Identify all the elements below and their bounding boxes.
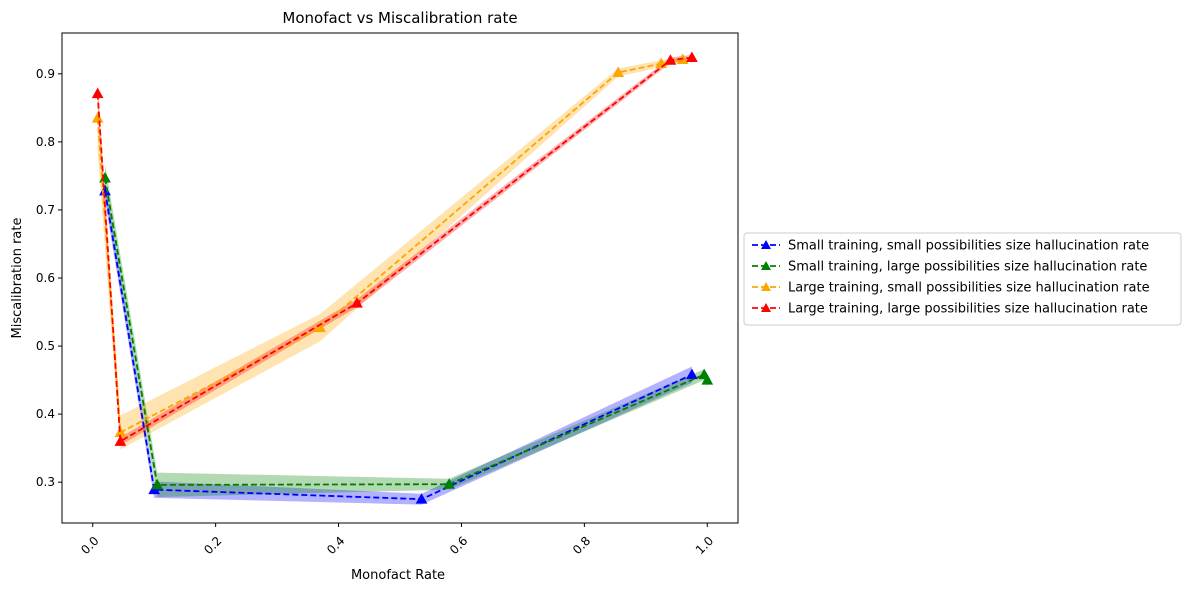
x-tick-label: 0.0 xyxy=(78,534,101,557)
series-3-point xyxy=(686,51,698,62)
legend: Small training, small possibilities size… xyxy=(743,232,1182,326)
series-0-line xyxy=(104,190,693,501)
legend-label: Large training, small possibilities size… xyxy=(788,281,1150,296)
series-1-point xyxy=(701,374,714,385)
series-1-band xyxy=(105,164,708,498)
series-3-point xyxy=(91,87,104,99)
x-tick-label: 0.8 xyxy=(570,534,593,557)
plot-area xyxy=(91,51,714,505)
series-3-point xyxy=(664,54,677,65)
series-3-point xyxy=(351,297,363,308)
legend-label: Small training, small possibilities size… xyxy=(788,239,1149,254)
series-2-band xyxy=(97,56,683,450)
y-tick-label: 0.4 xyxy=(36,407,55,421)
series-1-point xyxy=(151,478,164,490)
y-tick-label: 0.5 xyxy=(36,339,55,353)
plot-frame xyxy=(61,32,739,524)
y-axis-label: Miscalibration rate xyxy=(10,218,25,339)
x-tick-label: 0.6 xyxy=(447,534,470,557)
series-2-point xyxy=(91,112,104,123)
series-0-point xyxy=(415,493,428,504)
series-0-band xyxy=(105,180,692,505)
x-tick-label: 0.2 xyxy=(201,534,224,557)
series-0-point xyxy=(686,368,698,380)
series-2-point xyxy=(612,66,625,77)
x-tick-label: 0.4 xyxy=(324,534,347,557)
legend-marker xyxy=(761,303,771,312)
legend-label: Large training, large possibilities size… xyxy=(788,302,1148,317)
legend-marker xyxy=(761,261,771,270)
legend-box xyxy=(743,232,1182,326)
series-2-line xyxy=(96,58,683,434)
series-3-point xyxy=(114,435,127,446)
y-tick-label: 0.3 xyxy=(36,475,55,489)
y-tick-label: 0.7 xyxy=(36,203,55,217)
series-1-line xyxy=(104,177,709,486)
chart-title: Monofact vs Miscalibration rate xyxy=(282,9,517,27)
legend-marker xyxy=(761,282,771,291)
y-tick-label: 0.8 xyxy=(36,135,55,149)
x-axis-label: Monofact Rate xyxy=(351,568,445,583)
x-tick-label: 1.0 xyxy=(693,534,716,557)
y-tick-label: 0.6 xyxy=(36,271,55,285)
legend-marker xyxy=(761,240,771,249)
legend-label: Small training, large possibilities size… xyxy=(788,260,1147,275)
series-1-point xyxy=(443,478,456,489)
y-tick-label: 0.9 xyxy=(36,67,55,81)
